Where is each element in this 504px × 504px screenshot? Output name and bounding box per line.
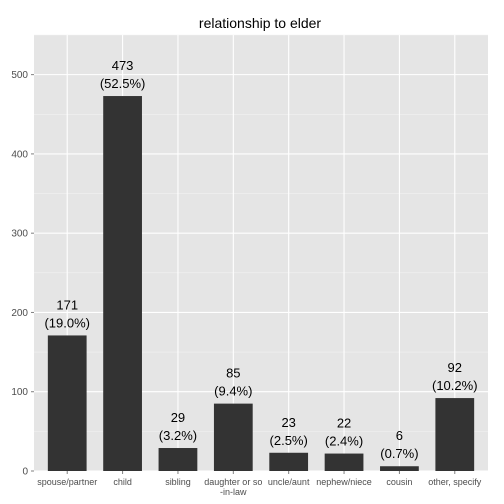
data-label: 23 (2.5%) <box>270 415 308 448</box>
x-tick-label: other, specify <box>428 477 482 487</box>
x-tick-label: sibling <box>165 477 191 487</box>
data-label: 92 (10.2%) <box>432 360 478 393</box>
chart-title: relationship to elder <box>199 15 322 31</box>
bars <box>47 96 475 471</box>
plot-panel <box>34 35 488 471</box>
x-tick-label: nephew/niece <box>316 477 372 487</box>
data-label: 171 (19.0%) <box>44 297 90 330</box>
y-tick-label: 500 <box>11 70 28 81</box>
bar-sibling <box>158 448 198 471</box>
data-label: 29 (3.2%) <box>159 410 197 443</box>
data-labels: 171 (19.0%) 473 (52.5%) 29 (3.2%) 85 (9.4%) 23 (2… <box>44 58 477 461</box>
data-label: 22 (2.4%) <box>325 416 363 449</box>
x-tick-label: spouse/partner <box>37 477 97 487</box>
bar-spouse-partner <box>47 335 87 471</box>
bar-other-specify <box>435 398 475 471</box>
y-tick-label: 0 <box>22 467 28 478</box>
bar-daughter-or-son-in-law <box>213 403 253 471</box>
x-tick-label: cousin <box>386 477 412 487</box>
bar-uncle-aunt <box>269 452 309 471</box>
x-axis: spouse/partner child sibling daughter or so… <box>37 471 482 497</box>
data-label: 85 (9.4%) <box>214 366 252 399</box>
x-tick-label: daughter or so -in-law <box>204 477 262 497</box>
y-tick-label: 400 <box>11 149 28 160</box>
bar-cousin <box>380 466 419 471</box>
x-tick-label: uncle/aunt <box>268 477 310 487</box>
y-axis: 0 100 200 300 400 500 <box>11 70 34 478</box>
data-label: 6 (0.7%) <box>380 428 418 461</box>
data-label: 473 (52.5%) <box>100 58 146 91</box>
bar-nephew-niece <box>324 453 364 471</box>
y-tick-label: 100 <box>11 387 28 398</box>
bar-child <box>103 96 142 471</box>
y-tick-label: 300 <box>11 229 28 240</box>
x-tick-label: child <box>113 477 132 487</box>
y-tick-label: 200 <box>11 308 28 319</box>
